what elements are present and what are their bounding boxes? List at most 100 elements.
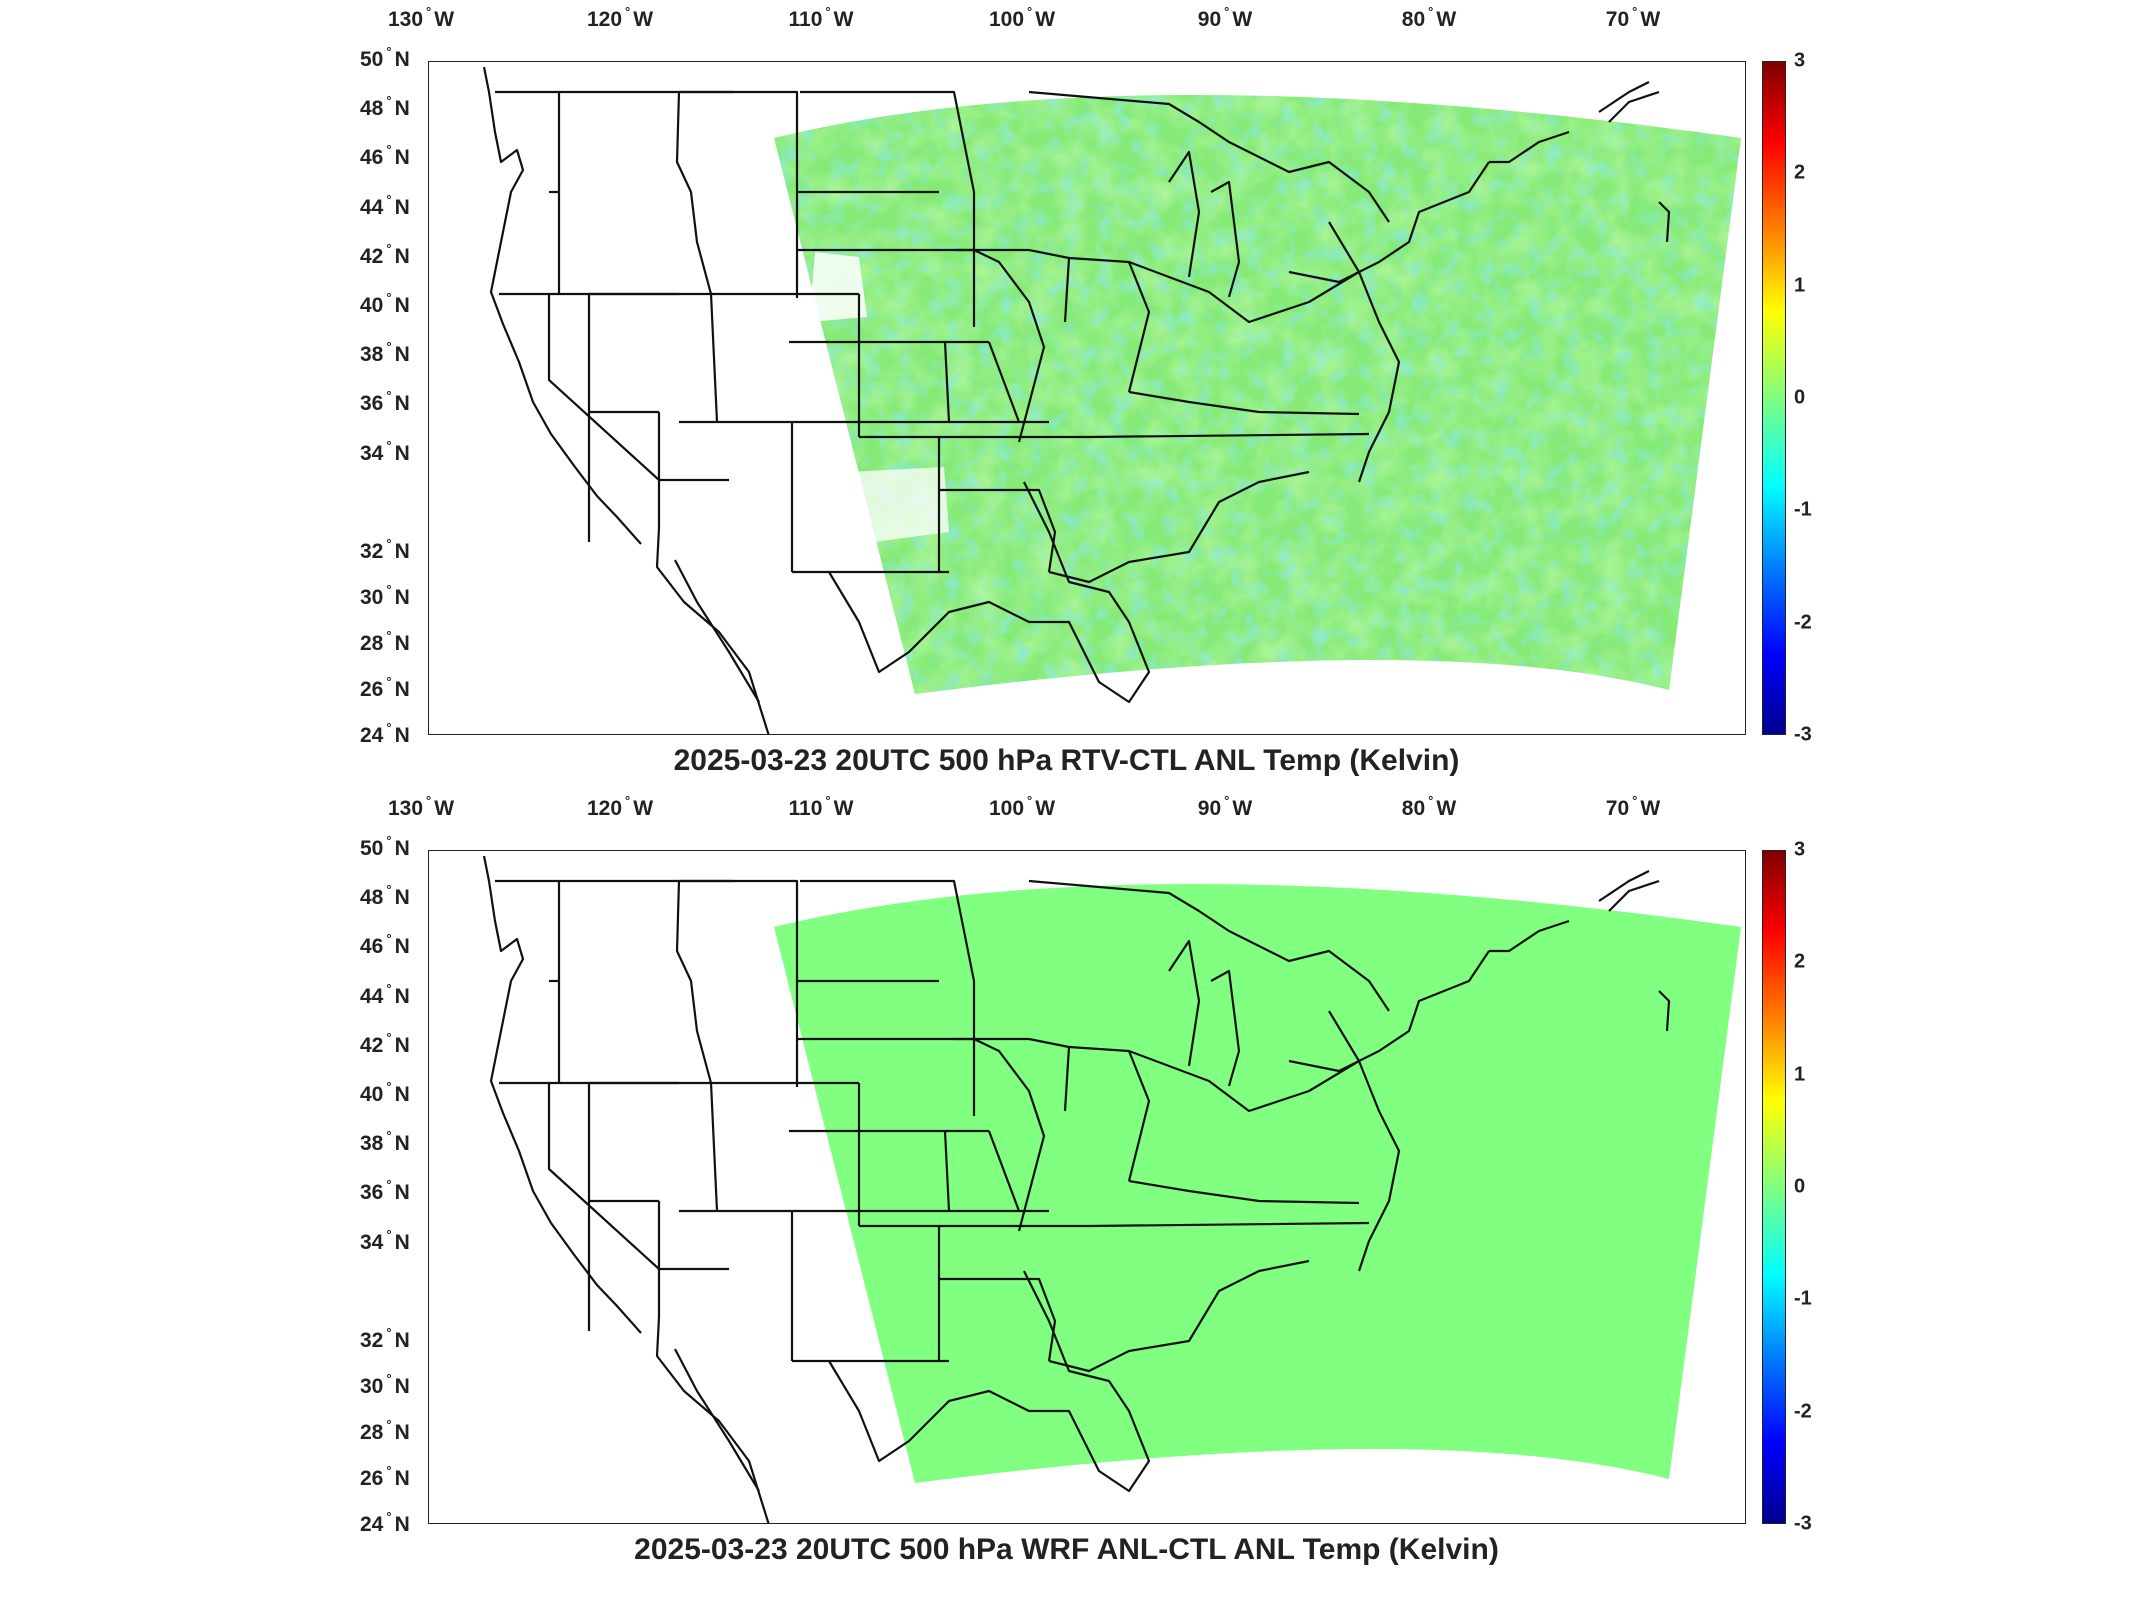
boundary-line — [987, 1130, 1021, 1212]
degree-symbol: ° — [1027, 4, 1033, 19]
boundary-line — [1489, 130, 1570, 164]
coord-degree: 38 — [360, 1132, 384, 1156]
coord-hemisphere: N — [394, 244, 410, 268]
coord-degree: 100 — [988, 8, 1025, 31]
boundary-line — [1608, 90, 1660, 123]
lat-tick-label: 34 ° N — [360, 438, 410, 466]
boundary-line — [1598, 81, 1650, 113]
coord-degree: 70 — [1605, 8, 1630, 31]
boundary-line — [1168, 150, 1201, 278]
coord-degree: 30 — [360, 586, 384, 609]
boundary-line — [1598, 870, 1650, 902]
boundary-line — [675, 91, 713, 295]
coord-degree: 30 — [360, 1375, 384, 1398]
coord-degree: 80 — [1401, 8, 1426, 31]
colorbar — [1762, 850, 1786, 1524]
coord-degree: 50 — [360, 837, 384, 860]
degree-symbol: ° — [625, 4, 631, 19]
colorbar-tick-label: 1 — [1794, 274, 1806, 297]
degree-symbol: ° — [386, 290, 392, 305]
boundary-line — [1128, 1179, 1360, 1205]
degree-symbol: ° — [386, 240, 392, 256]
lat-tick-label: 46 ° N — [360, 142, 410, 170]
lat-tick-label: 36 ° N — [360, 388, 410, 416]
degree-symbol: ° — [386, 93, 392, 109]
coord-hemisphere: N — [394, 392, 410, 416]
degree-symbol: ° — [386, 674, 392, 689]
lat-tick-label: 32 ° N — [360, 1325, 410, 1353]
data-field-rtv — [774, 95, 1741, 694]
degree-symbol: ° — [825, 793, 831, 808]
coord-hemisphere: N — [394, 837, 410, 860]
coord-degree: 26 — [360, 678, 384, 701]
lon-tick-label: 70 ° W — [1605, 4, 1660, 32]
boundary-line — [943, 1130, 951, 1212]
degree-symbol: ° — [1632, 4, 1638, 19]
coord-degree: 90 — [1197, 8, 1222, 31]
coord-hemisphere: N — [394, 586, 410, 609]
coord-hemisphere: N — [394, 48, 410, 71]
boundary-line — [1088, 432, 1370, 439]
degree-symbol: ° — [386, 1509, 392, 1524]
boundary-line — [1128, 260, 1360, 324]
coord-degree: 42 — [360, 1033, 384, 1057]
coord-hemisphere: W — [633, 797, 654, 820]
map-plot-area — [428, 61, 1746, 735]
degree-symbol: ° — [1428, 793, 1434, 808]
coord-hemisphere: N — [394, 984, 410, 1008]
coord-degree: 36 — [360, 1181, 384, 1205]
coord-hemisphere: W — [1232, 797, 1253, 820]
lat-tick-label: 48 ° N — [360, 882, 410, 910]
boundary-line — [1328, 221, 1401, 483]
coord-hemisphere: N — [394, 632, 410, 655]
degree-symbol: ° — [386, 1177, 392, 1193]
coord-hemisphere: W — [434, 797, 455, 820]
degree-symbol: ° — [386, 1029, 392, 1045]
boundary-line — [679, 90, 799, 298]
boundary-line — [828, 1270, 1151, 1493]
coord-hemisphere: W — [1232, 8, 1253, 31]
boundary-line — [1608, 879, 1660, 912]
degree-symbol: ° — [386, 1417, 392, 1432]
lon-tick-label: 120 ° W — [587, 793, 654, 821]
coord-degree: 36 — [360, 392, 384, 416]
degree-symbol: ° — [386, 1226, 392, 1242]
coord-degree: 90 — [1197, 797, 1222, 820]
degree-symbol: ° — [1632, 793, 1638, 808]
degree-symbol: ° — [1224, 4, 1230, 19]
lat-tick-label: 42 ° N — [360, 241, 410, 269]
boundary-line — [1168, 939, 1201, 1067]
state-boundaries — [482, 855, 1671, 1523]
coord-hemisphere: N — [394, 935, 410, 959]
lat-tick-label: 44 ° N — [360, 192, 410, 220]
degree-symbol: ° — [386, 44, 392, 59]
coord-hemisphere: W — [1035, 8, 1056, 31]
degree-symbol: ° — [426, 793, 432, 808]
colorbar-tick-label: 0 — [1794, 1175, 1806, 1198]
coord-degree: 120 — [586, 8, 623, 31]
coord-hemisphere: N — [394, 1375, 410, 1398]
degree-symbol: ° — [386, 536, 392, 551]
lat-tick-label: 44 ° N — [360, 981, 410, 1009]
boundary-line — [709, 1082, 719, 1212]
boundary-line — [973, 1038, 1046, 1232]
lon-tick-label: 90 ° W — [1197, 4, 1253, 32]
coord-degree: 46 — [360, 146, 384, 170]
lat-tick-label: 24 ° N — [360, 720, 410, 748]
coord-hemisphere: W — [1436, 8, 1457, 31]
boundary-line — [987, 341, 1021, 423]
coord-degree: 26 — [360, 1467, 384, 1490]
lat-tick-label: 28 ° N — [360, 628, 410, 656]
degree-symbol: ° — [426, 4, 432, 19]
degree-symbol: ° — [386, 582, 392, 597]
state-boundaries — [482, 66, 1671, 734]
lon-tick-label: 110 ° W — [789, 793, 854, 821]
colorbar-tick-label: -1 — [1794, 1287, 1812, 1310]
coord-hemisphere: N — [394, 724, 410, 747]
boundary-line — [547, 1083, 661, 1317]
boundary-line — [1288, 950, 1490, 1073]
panel-title: 2025-03-23 20UTC 500 hPa RTV-CTL ANL Tem… — [673, 744, 1460, 777]
lat-tick-label: 38 ° N — [360, 339, 410, 367]
degree-symbol: ° — [386, 882, 392, 898]
degree-symbol: ° — [386, 1463, 392, 1478]
